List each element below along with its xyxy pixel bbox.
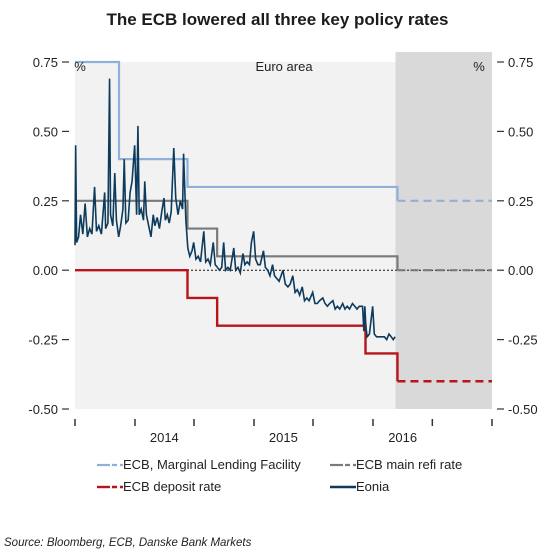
series-line-marginal-lending <box>75 60 399 201</box>
y-tick-label-right: -0.25 <box>508 333 538 348</box>
y-tick-label-left: -0.50 <box>28 402 58 417</box>
y-tick-label-right: 0.00 <box>508 263 533 278</box>
axis-labels: Euro area % % -0.50 -0.25 0.00 0.25 0.50 0.75… <box>28 55 537 445</box>
legend: ECB, Marginal Lending Facility ECB main … <box>97 457 462 494</box>
forecast-shade-area <box>395 52 492 409</box>
y-tick-label-right: 0.75 <box>508 55 533 70</box>
legend-label-eonia: Eonia <box>356 479 390 494</box>
y-tick-label-left: 0.50 <box>33 124 58 139</box>
annotation-label: Euro area <box>255 59 313 74</box>
x-tick-label: 2016 <box>388 430 417 445</box>
y-tick-label-right: 0.50 <box>508 124 533 139</box>
legend-label-marginal-lending: ECB, Marginal Lending Facility <box>123 457 301 472</box>
legend-label-deposit-rate: ECB deposit rate <box>123 479 221 494</box>
legend-item-main-refi: ECB main refi rate <box>330 457 462 472</box>
legend-item-eonia: Eonia <box>330 479 390 494</box>
series-line-deposit-rate <box>75 269 399 382</box>
y-tick-label-left: -0.25 <box>28 333 58 348</box>
series-lines <box>74 60 492 383</box>
forecast-shade <box>395 52 492 409</box>
legend-item-marginal-lending: ECB, Marginal Lending Facility <box>97 457 301 472</box>
series-line-main-refi <box>75 199 399 271</box>
y-tick-label-right: 0.25 <box>508 194 533 209</box>
x-tick-label: 2015 <box>269 430 298 445</box>
series-line-eonia <box>74 78 396 342</box>
right-unit-label: % <box>473 59 485 74</box>
legend-label-main-refi: ECB main refi rate <box>356 457 462 472</box>
source-note: Source: Bloomberg, ECB, Danske Bank Mark… <box>4 537 252 549</box>
left-unit-label: % <box>74 59 86 74</box>
y-tick-label-left: 0.00 <box>33 263 58 278</box>
y-tick-label-left: 0.75 <box>33 55 58 70</box>
chart-title: The ECB lowered all three key policy rat… <box>106 10 449 29</box>
y-tick-label-left: 0.25 <box>33 194 58 209</box>
x-tick-label: 2014 <box>150 430 179 445</box>
legend-item-deposit-rate: ECB deposit rate <box>97 479 221 494</box>
y-tick-label-right: -0.50 <box>508 402 538 417</box>
